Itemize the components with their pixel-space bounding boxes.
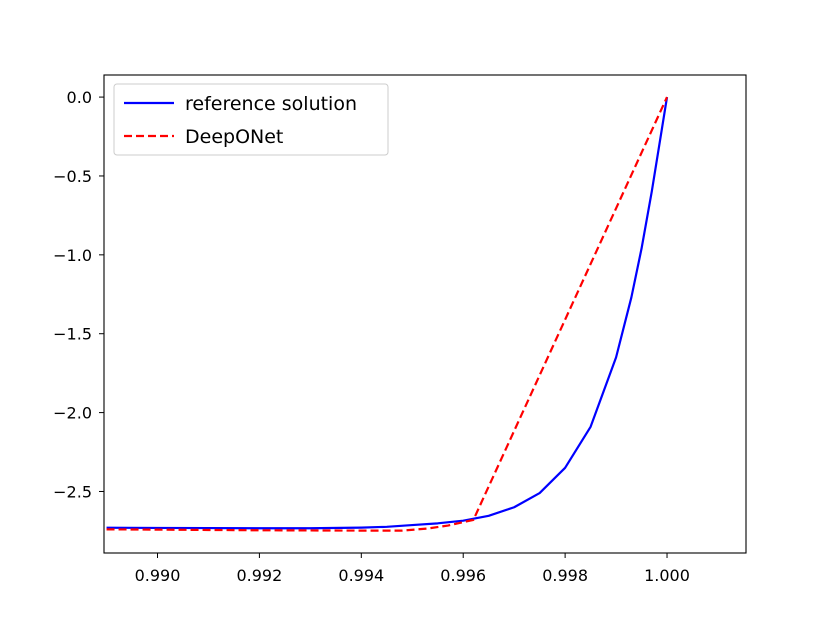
x-tick-label: 0.996	[440, 566, 486, 585]
legend-label-deeponet: DeepONet	[185, 126, 283, 148]
series-line-reference-solution	[106, 96, 669, 530]
x-tick-label: 1.000	[644, 566, 690, 585]
plot-area-frame	[103, 74, 747, 554]
series-line-deeponet	[106, 96, 669, 532]
x-tick-label: 0.992	[236, 566, 282, 585]
y-tick-label: −2.5	[53, 482, 92, 501]
x-tick-label: 0.998	[542, 566, 588, 585]
x-axis: 0.990 0.992 0.994 0.996 0.998 1.000	[135, 553, 690, 585]
y-tick-label: −0.5	[53, 167, 92, 186]
legend-label-reference-solution: reference solution	[185, 93, 357, 115]
y-tick-label: −1.5	[53, 325, 92, 344]
plot-lines	[106, 96, 669, 532]
y-axis: 0.0 −0.5 −1.0 −1.5 −2.0 −2.5	[53, 88, 104, 501]
legend-frame	[113, 83, 389, 156]
legend: reference solution DeepONet	[113, 83, 389, 156]
x-tick-label: 0.990	[135, 566, 181, 585]
y-tick-label: −2.0	[53, 404, 92, 423]
y-tick-label: 0.0	[67, 88, 92, 107]
y-tick-label: −1.0	[53, 246, 92, 265]
x-tick-label: 0.994	[338, 566, 384, 585]
